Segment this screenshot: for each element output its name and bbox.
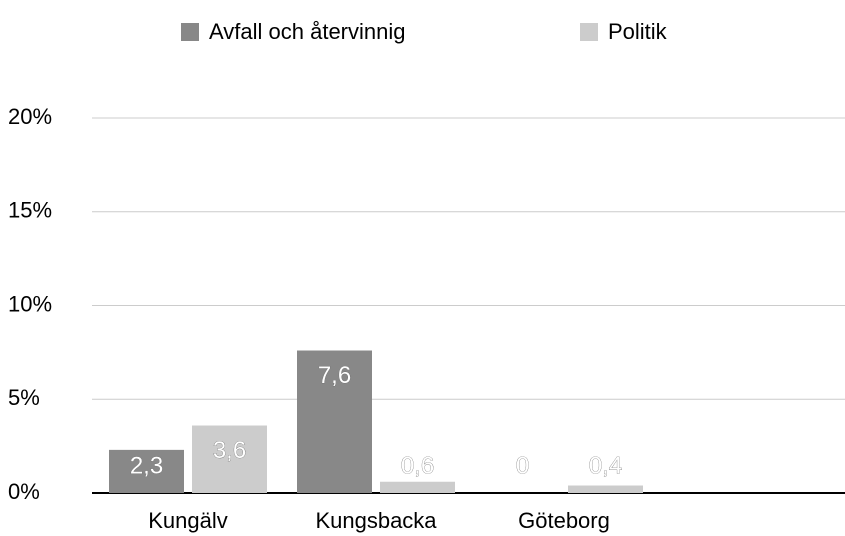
y-tick-label: 5%: [8, 385, 40, 410]
value-label: 2,3: [130, 452, 163, 479]
x-tick-label: Göteborg: [518, 508, 610, 533]
bar: [297, 350, 372, 493]
y-tick-label: 15%: [8, 198, 52, 223]
bar: [380, 481, 455, 493]
bar: [109, 449, 184, 493]
y-tick-label: 10%: [8, 291, 52, 316]
x-tick-label: Kungsbacka: [315, 508, 437, 533]
legend-label: Avfall och återvinnig: [209, 19, 406, 44]
value-label: 0,6: [401, 452, 434, 479]
bar: [192, 425, 267, 493]
legend-swatch: [580, 23, 598, 41]
value-label: 0: [516, 452, 529, 479]
value-label: 7,6: [318, 362, 351, 389]
legend-swatch: [181, 23, 199, 41]
bar: [568, 485, 643, 493]
y-tick-label: 20%: [8, 104, 52, 129]
value-label: 0,4: [589, 452, 622, 479]
value-label: 3,6: [213, 437, 246, 464]
legend-label: Politik: [608, 19, 668, 44]
y-tick-label: 0%: [8, 479, 40, 504]
x-tick-label: Kungälv: [148, 508, 228, 533]
